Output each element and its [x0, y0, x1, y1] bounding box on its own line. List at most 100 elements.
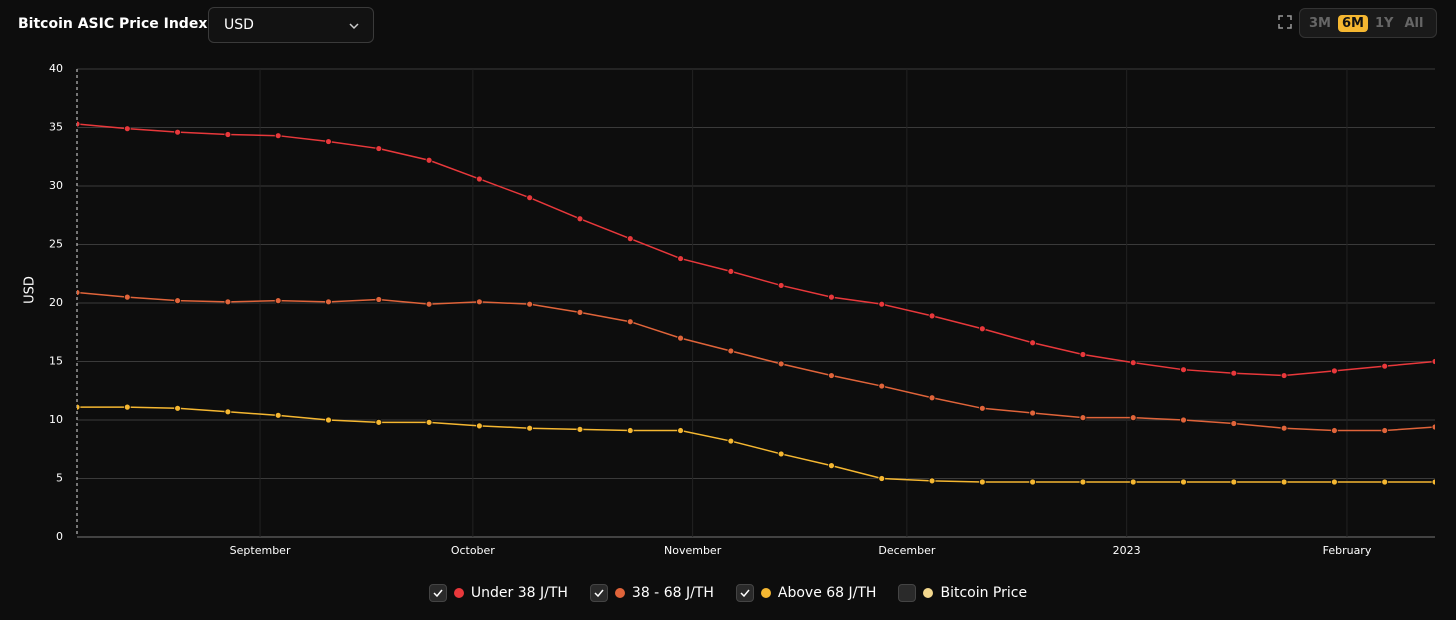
- data-point: [576, 308, 584, 316]
- data-point: [325, 298, 332, 306]
- data-point: [727, 437, 735, 445]
- data-point: [828, 462, 835, 470]
- check-icon: [740, 589, 750, 597]
- data-point: [1029, 339, 1037, 347]
- legend-label: Under 38 J/TH: [470, 585, 568, 601]
- legend-item[interactable]: 38 - 68 J/TH: [589, 584, 714, 602]
- data-point: [1129, 478, 1137, 486]
- series: [77, 289, 1435, 434]
- x-tick-label: October: [451, 544, 495, 557]
- data-point: [1079, 351, 1087, 358]
- data-point: [777, 360, 785, 368]
- data-point: [1230, 369, 1238, 377]
- data-point: [274, 411, 282, 419]
- y-axis-label: USD: [23, 276, 38, 304]
- chevron: [349, 23, 359, 30]
- data-point: [1331, 478, 1338, 486]
- data-point: [626, 318, 634, 326]
- data-point: [978, 478, 986, 486]
- x-tick-label: November: [664, 544, 722, 557]
- series-line: [77, 123, 1435, 377]
- y-tick-label: 15: [49, 355, 63, 368]
- currency-dropdown[interactable]: USD: [208, 7, 374, 43]
- legend-checkbox[interactable]: [898, 584, 917, 602]
- data-point: [1029, 478, 1037, 486]
- y-tick-label: 40: [49, 62, 63, 75]
- data-point: [878, 475, 886, 482]
- data-point: [727, 347, 735, 355]
- data-point: [626, 235, 634, 243]
- data-point: [375, 145, 383, 152]
- data-point: [425, 418, 433, 426]
- data-point: [274, 132, 282, 140]
- data-point: [677, 334, 684, 342]
- data-point: [677, 427, 684, 434]
- data-point: [375, 418, 383, 426]
- legend-checkbox[interactable]: [428, 584, 447, 602]
- x-tick-label: December: [878, 544, 936, 557]
- x-tick-label: 2023: [1113, 544, 1141, 557]
- data-point: [174, 297, 181, 305]
- data-point: [1180, 416, 1187, 424]
- legend-checkbox[interactable]: [735, 584, 754, 602]
- data-point: [224, 408, 232, 416]
- fullscreen-icon[interactable]: [1278, 15, 1292, 29]
- legend-checkbox[interactable]: [589, 584, 608, 602]
- legend-swatch: [614, 588, 625, 598]
- data-point: [526, 424, 534, 432]
- data-point: [928, 312, 936, 320]
- data-point: [325, 416, 332, 424]
- data-point: [576, 425, 584, 433]
- y-tick-label: 25: [49, 238, 63, 251]
- data-point: [123, 403, 131, 411]
- series: [77, 120, 1435, 379]
- range-button[interactable]: 3M: [1309, 15, 1331, 31]
- data-point: [727, 268, 735, 275]
- data-point: [526, 300, 534, 308]
- legend-swatch: [453, 588, 464, 598]
- legend-item[interactable]: Under 38 J/TH: [428, 584, 568, 602]
- data-point: [777, 282, 785, 289]
- legend: Under 38 J/TH 38 - 68 J/TH Above 68 J/TH Bi…: [0, 584, 1456, 602]
- dropdown-value: USD: [224, 17, 254, 33]
- check-icon: [594, 589, 604, 597]
- y-tick-label: 30: [49, 179, 63, 192]
- data-point: [878, 382, 886, 390]
- data-point: [1431, 358, 1435, 365]
- legend-label: Bitcoin Price: [940, 585, 1028, 601]
- data-point: [274, 297, 282, 305]
- data-point: [1431, 478, 1435, 486]
- range-button[interactable]: 6M: [1337, 14, 1368, 32]
- data-point: [174, 128, 181, 136]
- data-point: [1431, 423, 1435, 431]
- y-tick-label: 10: [49, 413, 63, 426]
- data-point: [928, 477, 936, 485]
- legend-label: Above 68 J/TH: [777, 585, 877, 601]
- data-point: [1331, 367, 1338, 375]
- data-point: [1230, 478, 1238, 486]
- chart: USD 0 5 10 15 20 25 30 35 40 September October Nove…: [23, 62, 1435, 557]
- data-point: [1129, 414, 1137, 422]
- data-point: [1280, 424, 1288, 432]
- data-point: [828, 372, 835, 379]
- data-point: [425, 300, 433, 308]
- range-selector: 3M 6M 1Y All: [1299, 8, 1437, 38]
- y-tick-label: 20: [49, 296, 63, 309]
- series-line: [77, 291, 1435, 432]
- data-point: [224, 131, 232, 138]
- series-line: [77, 406, 1435, 483]
- data-point: [1180, 366, 1187, 374]
- data-point: [1381, 478, 1389, 486]
- data-point: [526, 194, 534, 202]
- legend-item[interactable]: Bitcoin Price: [898, 584, 1027, 602]
- data-point: [174, 404, 181, 412]
- legend-item[interactable]: Above 68 J/TH: [735, 584, 877, 602]
- data-point: [1331, 427, 1338, 434]
- data-point: [77, 120, 81, 128]
- range-button[interactable]: All: [1404, 15, 1424, 31]
- legend-label: 38 - 68 J/TH: [631, 585, 714, 601]
- data-point: [325, 138, 332, 145]
- y-tick-label: 35: [49, 121, 63, 134]
- range-button[interactable]: 1Y: [1374, 15, 1394, 31]
